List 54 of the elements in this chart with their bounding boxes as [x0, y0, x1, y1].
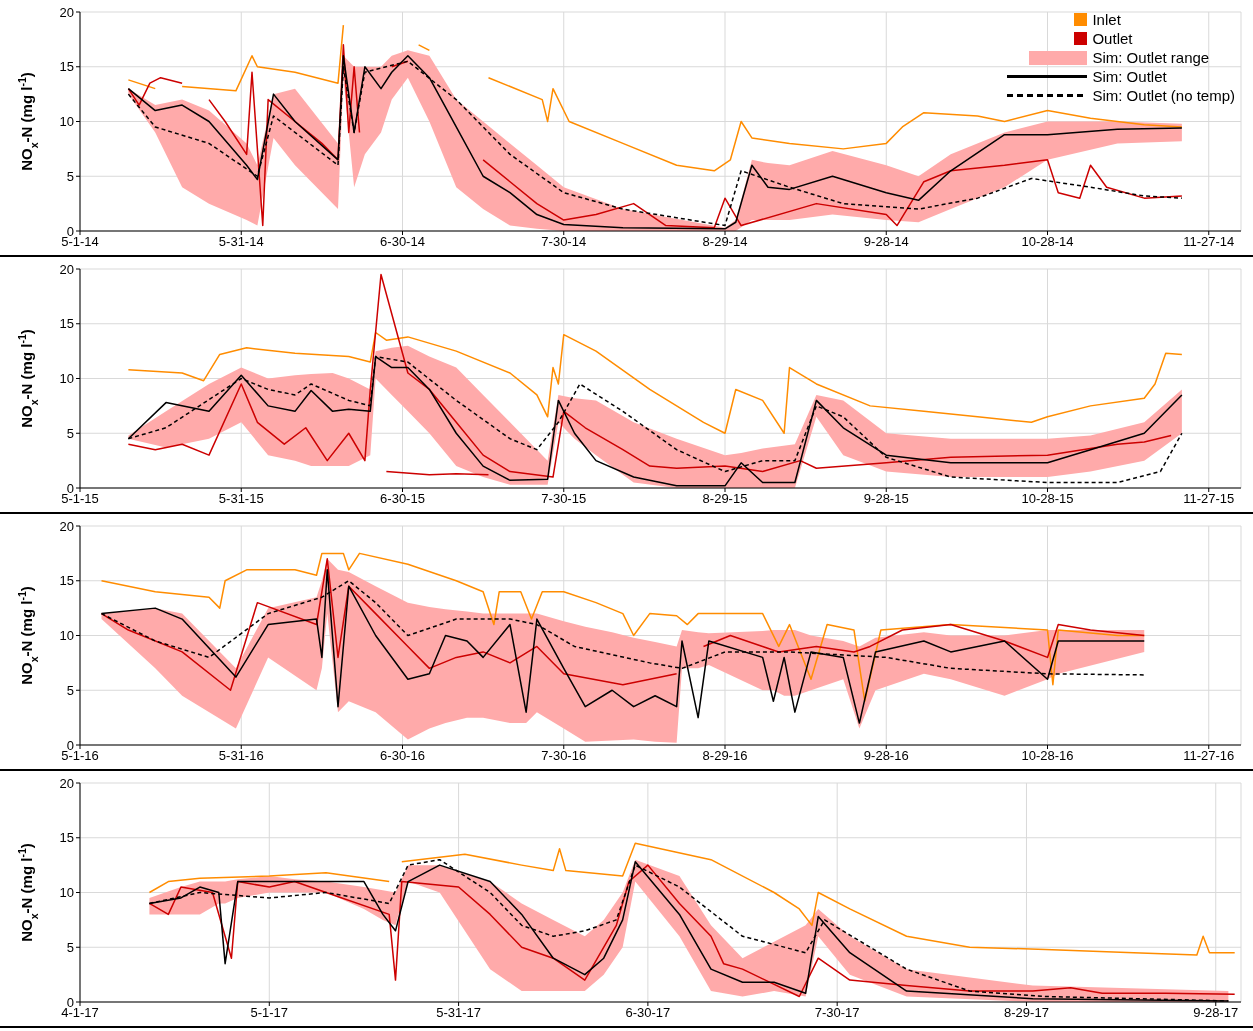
y-tick-label: 10: [59, 371, 74, 387]
y-tick-label: 15: [59, 316, 74, 332]
x-tick-label: 6-30-15: [380, 491, 425, 507]
x-tick-label: 11-27-15: [1183, 491, 1235, 507]
x-tick-label: 8-29-14: [702, 234, 748, 250]
x-tick-label: 5-31-15: [218, 491, 264, 507]
y-tick-label: 20: [59, 261, 74, 277]
y-tick-label: 5: [66, 168, 74, 184]
y-tick-label: 20: [59, 775, 74, 791]
y-tick-label: 5: [66, 425, 74, 441]
y-tick-label: 10: [59, 885, 74, 901]
x-tick-label: 9-28-16: [863, 748, 909, 764]
y-tick-label: 10: [59, 114, 74, 130]
y-tick-label: 0: [66, 480, 74, 496]
x-tick-label: 10-28-15: [1021, 491, 1074, 507]
x-tick-label: 5-31-14: [218, 234, 264, 250]
x-tick-label: 6-30-14: [380, 234, 425, 250]
x-tick-label: 8-29-15: [702, 491, 748, 507]
y-tick-label: 20: [59, 4, 74, 20]
y-tick-label: 20: [59, 518, 74, 534]
x-tick-label: 7-30-16: [541, 748, 587, 764]
x-tick-label: 10-28-14: [1021, 234, 1074, 250]
x-tick-label: 6-30-16: [380, 748, 425, 764]
x-tick-label: 8-29-17: [1004, 1005, 1049, 1021]
x-tick-label: 7-30-14: [541, 234, 587, 250]
legend-label: Sim: Outlet: [1092, 68, 1167, 85]
y-tick-label: 15: [59, 573, 74, 589]
x-tick-label: 5-31-16: [218, 748, 264, 764]
x-tick-label: 6-30-17: [625, 1005, 671, 1021]
y-tick-label: 5: [66, 939, 74, 955]
y-tick-label: 0: [66, 737, 74, 753]
legend-label: Outlet: [1092, 30, 1133, 47]
x-tick-label: 7-30-17: [814, 1005, 860, 1021]
y-tick-label: 0: [66, 223, 74, 239]
x-tick-label: 11-27-16: [1183, 748, 1235, 764]
x-tick-label: 9-28-14: [863, 234, 909, 250]
annotation: Sim: Outlet range: [1092, 49, 1210, 66]
x-tick-label: 7-30-15: [541, 491, 587, 507]
x-tick-label: 5-1-17: [250, 1005, 289, 1021]
x-tick-label: 11-27-14: [1183, 234, 1235, 250]
line-series: [127, 331, 1183, 434]
line-series: [127, 273, 1172, 478]
x-tick-label: 9-28-15: [863, 491, 909, 507]
legend-label: Sim: Outlet (no temp): [1092, 87, 1235, 104]
legend-label: Inlet: [1092, 11, 1121, 28]
y-tick-label: 15: [59, 830, 74, 846]
y-tick-label: 10: [59, 628, 74, 644]
y-tick-label: 15: [59, 59, 74, 75]
x-tick-label: 8-29-16: [702, 748, 748, 764]
x-tick-label: 5-31-17: [436, 1005, 481, 1021]
x-tick-label: 9-28-17: [1193, 1005, 1239, 1021]
x-tick-label: 10-28-16: [1021, 748, 1074, 764]
y-tick-label: 0: [66, 994, 74, 1010]
y-tick-label: 5: [66, 682, 74, 698]
